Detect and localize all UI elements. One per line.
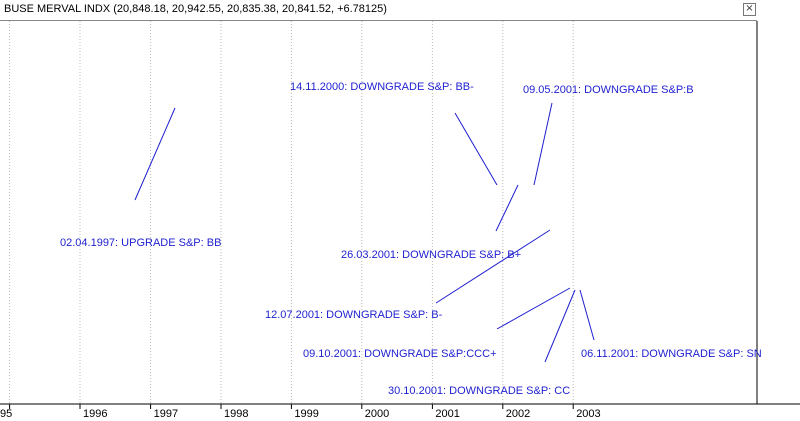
- annotation-pointer: [435, 229, 551, 304]
- annotation-label: 09.05.2001: DOWNGRADE S&P:B: [523, 84, 694, 96]
- annotation-label: 30.10.2001: DOWNGRADE S&P: CC: [388, 385, 570, 397]
- annotation-label: 12.07.2001: DOWNGRADE S&P: B-: [265, 309, 443, 321]
- chart-title: BUSE MERVAL INDX (20,848.18, 20,942.55, …: [4, 3, 387, 15]
- x-tick-label: 2001: [435, 408, 459, 420]
- x-tick-label: 1997: [154, 408, 178, 420]
- x-axis: 95 1996 1997 1998 1999 2000 2001 2002 2003: [0, 404, 601, 420]
- annotation-pointer: [544, 289, 576, 363]
- x-tick-label: 1999: [294, 408, 318, 420]
- annotation-label: 14.11.2000: DOWNGRADE S&P: BB-: [290, 81, 474, 93]
- plot-background: [0, 21, 757, 404]
- x-tick-label: 1996: [83, 408, 107, 420]
- annotation-pointer: [134, 107, 176, 201]
- x-tick-label: 2003: [576, 408, 600, 420]
- chart-frame: [0, 21, 800, 405]
- annotation-pointer: [579, 289, 595, 341]
- x-tick-label: 2000: [365, 408, 389, 420]
- chart-header: BUSE MERVAL INDX (20,848.18, 20,942.55, …: [0, 0, 757, 21]
- annotation-pointer: [496, 287, 571, 330]
- x-tick-label: 1998: [224, 408, 248, 420]
- annotation-layer: 02.04.1997: UPGRADE S&P: BB 14.11.2000: D…: [60, 81, 762, 397]
- annotation-label: 09.10.2001: DOWNGRADE S&P:CCC+: [303, 348, 497, 360]
- annotation-pointer: [533, 102, 553, 186]
- chart-grid: [9, 21, 574, 404]
- annotation-pointer: [454, 112, 498, 186]
- annotation-pointer: [495, 184, 519, 232]
- close-icon[interactable]: ×: [743, 3, 756, 16]
- annotation-label: 26.03.2001: DOWNGRADE S&P: B+: [341, 249, 521, 261]
- annotation-label: 06.11.2001: DOWNGRADE S&P: SN: [581, 348, 762, 360]
- annotation-label: 02.04.1997: UPGRADE S&P: BB: [60, 237, 221, 249]
- x-tick-label: 2002: [506, 408, 530, 420]
- x-tick-label: 95: [0, 408, 12, 420]
